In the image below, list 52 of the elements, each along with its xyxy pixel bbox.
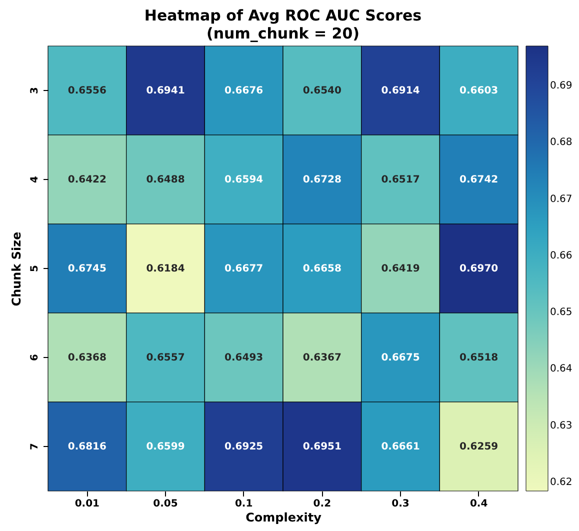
color-bar-label: 0.63 (550, 420, 572, 432)
data-label: 0.6745 (68, 264, 106, 274)
data-label: 0.6603 (460, 86, 498, 96)
x-tick-label: 0.3 (392, 498, 410, 510)
data-label: 0.6488 (146, 174, 185, 186)
data-label: 0.6368 (68, 352, 106, 364)
data-label: 0.6594 (224, 174, 264, 186)
color-bar-label: 0.68 (550, 137, 572, 148)
chart-title: Heatmap of Avg ROC AUC Scores (num_chunk = 20) (144, 6, 422, 43)
color-bar-label: 0.64 (550, 364, 572, 375)
data-label: 0.6557 (146, 352, 185, 364)
data-label: 0.6675 (381, 352, 420, 364)
x-tick-label: 0.01 (74, 498, 100, 510)
data-label: 0.6941 (146, 86, 185, 96)
y-tick-label: 4 (30, 176, 40, 183)
color-bar-label: 0.66 (550, 250, 572, 262)
data-label: 0.6925 (224, 442, 264, 452)
y-tick-label: 6 (30, 354, 40, 361)
data-label: 0.6728 (302, 174, 342, 186)
data-label: 0.6951 (302, 442, 342, 452)
data-label: 0.6540 (302, 86, 342, 96)
x-tick-label: 0.4 (470, 498, 488, 510)
data-label: 0.6742 (460, 174, 498, 186)
data-label: 0.6367 (302, 352, 342, 364)
color-bar-label: 0.69 (550, 80, 572, 92)
x-tick-label: 0.2 (313, 498, 332, 510)
data-label: 0.6661 (381, 442, 420, 452)
data-label: 0.6970 (460, 264, 498, 274)
x-tick-label: 0.05 (153, 498, 178, 510)
y-axis-title: Chunk Size (10, 232, 24, 306)
color-bar-label: 0.62 (550, 476, 572, 488)
color-bar-label: 0.65 (550, 307, 572, 318)
y-tick-label: 3 (30, 86, 40, 94)
data-label: 0.6419 (381, 264, 420, 274)
data-label: 0.6658 (302, 264, 342, 274)
x-axis-title: Complexity (246, 510, 322, 524)
data-label: 0.6518 (460, 352, 498, 364)
data-label: 0.6599 (146, 442, 185, 452)
data-label: 0.6422 (68, 174, 106, 186)
data-label: 0.6259 (460, 442, 498, 452)
data-label: 0.6184 (146, 264, 185, 274)
color-bar-label: 0.67 (550, 194, 572, 205)
y-tick-label: 5 (30, 264, 40, 272)
x-tick-label: 0.1 (234, 498, 253, 510)
data-label: 0.6493 (224, 352, 264, 364)
data-label: 0.6517 (381, 174, 420, 186)
data-label: 0.6816 (68, 442, 106, 452)
data-label: 0.6556 (68, 86, 106, 96)
data-label: 0.6914 (381, 86, 420, 96)
data-label: 0.6676 (224, 86, 264, 96)
y-tick-label: 7 (30, 442, 40, 450)
data-label: 0.6677 (224, 264, 264, 274)
